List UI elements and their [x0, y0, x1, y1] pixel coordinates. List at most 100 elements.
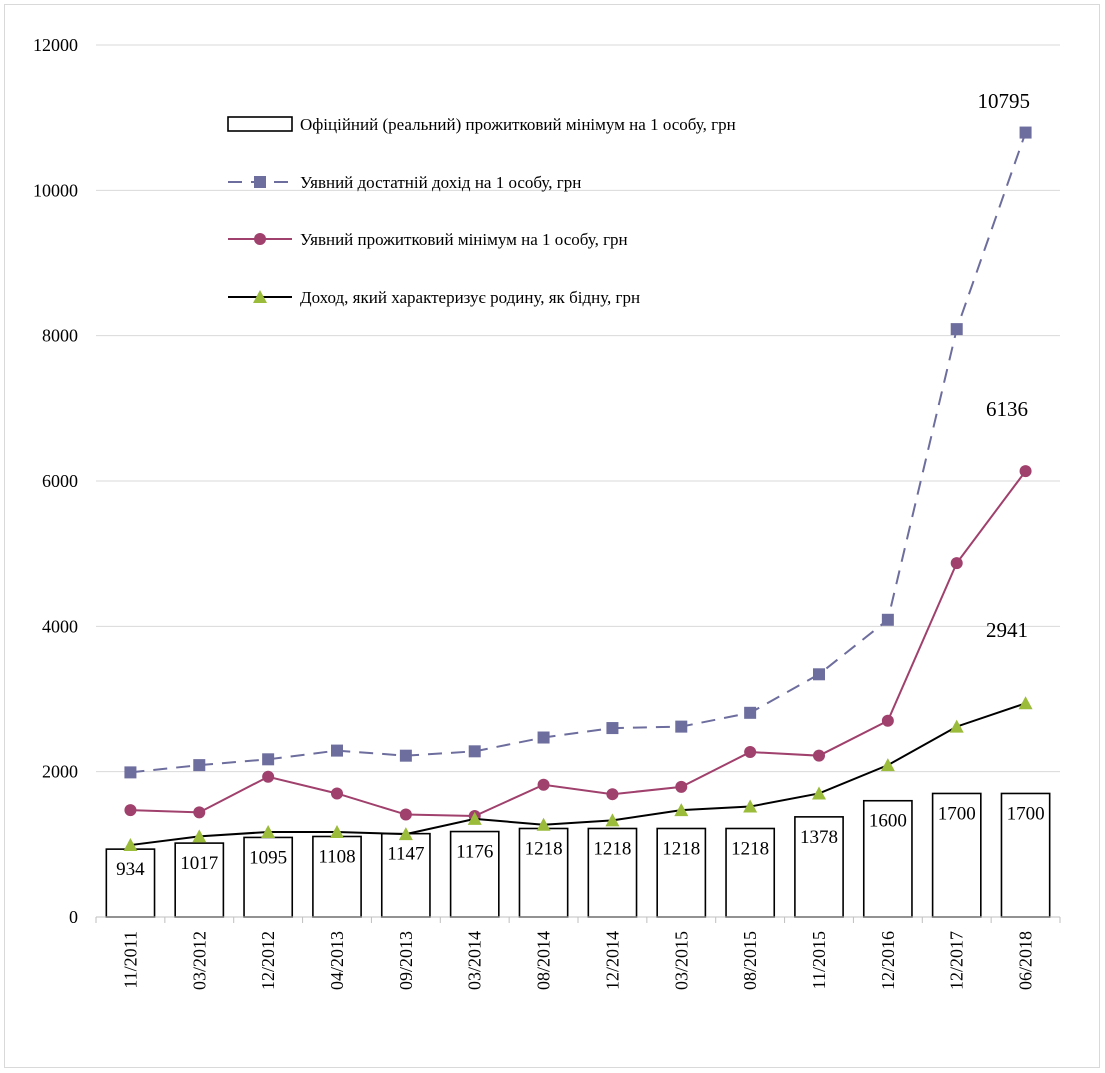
bar	[1000, 792, 1051, 918]
chart-frame	[4, 4, 1100, 1068]
y-tick-label: 8000	[42, 326, 78, 346]
series-end-label: 10795	[978, 89, 1031, 113]
data-point	[813, 749, 825, 762]
legend-label: Уявний прожитковий мінімум на 1 особу, г…	[300, 230, 628, 249]
x-tick-label: 12/2014	[602, 931, 622, 990]
data-point	[192, 829, 207, 843]
data-point	[674, 803, 689, 817]
poverty-line	[130, 702, 1026, 847]
data-point	[1019, 126, 1032, 139]
data-point	[744, 746, 757, 759]
bar-data-label: 1095	[249, 847, 287, 868]
data-point	[254, 233, 266, 245]
bar	[862, 799, 913, 918]
y-tick-label: 0	[69, 907, 78, 927]
x-tick-label: 08/2014	[534, 931, 554, 990]
x-tick-label: 03/2012	[189, 931, 209, 990]
bar-data-label: 1176	[456, 842, 493, 863]
bar	[518, 827, 569, 918]
y-tick-label: 6000	[42, 471, 78, 491]
bar-data-label: 1700	[1007, 803, 1045, 824]
data-point	[253, 290, 267, 303]
y-tick-label: 12000	[33, 35, 78, 55]
data-point	[813, 668, 825, 681]
data-point	[124, 766, 137, 779]
bar-data-label: 1108	[318, 846, 355, 867]
line-series	[123, 126, 1033, 852]
x-tick-label: 03/2015	[671, 931, 691, 990]
data-point	[254, 176, 266, 188]
data-point	[261, 824, 276, 838]
legend: Офіційний (реальний) прожитковий мінімум…	[227, 115, 736, 307]
bar-data-label: 1017	[180, 853, 218, 874]
data-point	[675, 780, 688, 793]
bar-data-label: 1218	[593, 838, 631, 859]
data-point	[950, 323, 963, 336]
data-point	[262, 770, 275, 783]
bar-series: 934 1017 1095 1108 1147 1176 1218 1218 1218 1218 1…	[105, 792, 1051, 918]
data-point	[950, 557, 963, 570]
y-axis: 0 2000 4000 6000 8000 10000 12000	[33, 35, 78, 927]
data-point	[537, 778, 550, 791]
x-tick-label: 06/2018	[1016, 931, 1036, 990]
bar-data-label: 1147	[387, 844, 424, 865]
data-point	[193, 806, 206, 819]
data-point	[812, 786, 826, 800]
data-point	[123, 838, 138, 852]
data-point	[537, 731, 550, 744]
data-point	[399, 808, 412, 821]
legend-label: Доход, який характеризує родину, як бідн…	[300, 288, 640, 307]
x-tick-label: 08/2015	[740, 931, 760, 990]
data-point	[880, 758, 895, 772]
data-point	[881, 714, 894, 727]
legend-label: Офіційний (реальний) прожитковий мінімум…	[300, 115, 736, 134]
bar-data-label: 1378	[800, 827, 838, 848]
data-point	[743, 799, 758, 813]
series-end-label: 6136	[986, 397, 1028, 421]
data-point	[1018, 696, 1033, 710]
bar-data-label: 934	[116, 859, 145, 880]
data-point	[606, 722, 619, 735]
data-point	[331, 787, 343, 800]
x-tick-label: 12/2017	[947, 931, 967, 990]
data-point	[331, 744, 343, 757]
bar	[931, 792, 982, 918]
data-point	[467, 811, 482, 825]
data-point	[124, 804, 137, 817]
data-point	[1019, 465, 1032, 478]
data-point	[330, 824, 344, 838]
bar	[587, 827, 638, 918]
x-tick-label: 04/2013	[327, 931, 347, 990]
bar-data-label: 1218	[525, 838, 563, 859]
end-labels: 10795 6136 2941	[978, 89, 1031, 642]
data-point	[399, 749, 412, 762]
bar	[174, 842, 225, 918]
x-tick-label: 11/2011	[120, 931, 140, 989]
series-end-label: 2941	[986, 618, 1028, 642]
y-tick-label: 10000	[33, 180, 78, 200]
bar	[656, 827, 707, 918]
data-point	[536, 817, 551, 831]
data-point	[675, 720, 688, 733]
data-point	[193, 759, 206, 772]
x-axis: 11/2011 03/2012 12/2012 04/2013 09/2013 03/20…	[95, 916, 1061, 990]
x-tick-label: 11/2015	[809, 931, 829, 989]
x-tick-label: 12/2016	[878, 931, 898, 990]
subsistence-line	[130, 470, 1027, 817]
data-point	[744, 706, 757, 719]
data-point	[605, 813, 620, 827]
legend-swatch-bar	[227, 116, 293, 132]
bar	[794, 816, 844, 918]
data-point	[606, 788, 619, 801]
y-tick-label: 2000	[42, 762, 78, 782]
data-point	[468, 745, 481, 758]
x-tick-label: 12/2012	[258, 931, 278, 990]
bar-data-label: 1218	[662, 838, 700, 859]
sufficient-income-line	[130, 132, 1027, 774]
x-tick-label: 03/2014	[465, 931, 485, 990]
bar	[449, 830, 500, 918]
y-tick-label: 4000	[42, 616, 78, 636]
data-point	[949, 719, 964, 733]
